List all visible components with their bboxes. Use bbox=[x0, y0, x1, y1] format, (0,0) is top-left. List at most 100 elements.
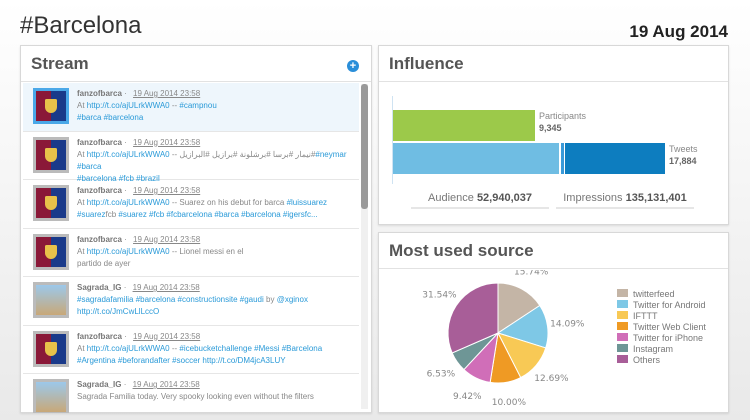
tweet-item[interactable]: fanzofbarca · 19 Aug 2014 23:58 At http:/… bbox=[23, 132, 359, 183]
tweet-link[interactable]: #barcelona #fcb #brazil bbox=[77, 173, 160, 183]
legend-item[interactable]: Others bbox=[617, 355, 706, 366]
legend-swatch bbox=[617, 289, 628, 297]
tweet-text: At http://t.co/ajULrkWWA0 -- نيمار #برسا… bbox=[77, 149, 347, 183]
tweet-link[interactable]: http://t.co/ajULrkWWA0 bbox=[86, 149, 170, 159]
legend-label: Others bbox=[633, 355, 661, 365]
date-label: 19 Aug 2014 bbox=[629, 22, 728, 41]
pie-data-label: 15.74% bbox=[514, 270, 549, 277]
impressions-label: Impressions bbox=[563, 192, 623, 204]
tweet-time[interactable]: 19 Aug 2014 23:58 bbox=[133, 89, 201, 98]
tweet-list: fanzofbarca · 19 Aug 2014 23:58 At http:/… bbox=[23, 83, 359, 413]
tweet-user[interactable]: Sagrada_IG bbox=[77, 380, 122, 389]
tweet-link[interactable]: http://t.co/JmCwLlLccO bbox=[77, 307, 160, 316]
tweet-time[interactable]: 19 Aug 2014 23:58 bbox=[133, 137, 201, 147]
influence-title: Influence bbox=[379, 46, 728, 82]
tweet-time[interactable]: 19 Aug 2014 23:58 bbox=[132, 380, 200, 389]
legend-label: Instagram bbox=[633, 344, 674, 354]
pie-data-label: 12.69% bbox=[534, 374, 569, 384]
legend-swatch bbox=[617, 355, 628, 363]
tweet-item[interactable]: Sagrada_IG · 19 Aug 2014 23:58 #sagradafa… bbox=[23, 277, 359, 326]
tweet-text: At http://t.co/ajULrkWWA0 -- #icebucketc… bbox=[77, 343, 323, 365]
tweet-link[interactable]: http://t.co/ajULrkWWA0 bbox=[86, 343, 170, 353]
tweet-user[interactable]: fanzofbarca bbox=[77, 186, 122, 195]
tweet-link[interactable]: #luissuarez bbox=[286, 198, 328, 207]
legend-swatch bbox=[617, 311, 628, 319]
pie-slice-twitterfeed[interactable] bbox=[497, 282, 541, 334]
avatar[interactable] bbox=[33, 88, 69, 124]
tweet-user[interactable]: Sagrada_IG bbox=[77, 283, 122, 292]
tweet-item[interactable]: Sagrada_IG · 19 Aug 2014 23:58 Sagrada Fa… bbox=[23, 374, 359, 413]
tweet-link[interactable]: #barca #barcelona bbox=[77, 113, 144, 122]
legend-swatch bbox=[617, 300, 628, 308]
legend-swatch bbox=[617, 344, 628, 352]
legend-item[interactable]: Twitter for iPhone bbox=[617, 333, 706, 344]
scrollbar[interactable] bbox=[361, 84, 368, 409]
avatar[interactable] bbox=[33, 330, 69, 367]
tweet-link[interactable]: http://t.co/ajULrkWWA0 bbox=[86, 198, 170, 207]
tweet-link[interactable]: #suarez #fcb #fcbarcelona #barca #barcel… bbox=[118, 210, 318, 219]
pie-data-label: 6.53% bbox=[427, 369, 456, 379]
legend-label: twitterfeed bbox=[633, 289, 675, 299]
tweet-user[interactable]: fanzofbarca bbox=[77, 331, 122, 341]
stream-panel: Stream + fanzofbarca · 19 Aug 2014 23:58… bbox=[20, 45, 372, 413]
tweet-link[interactable]: #icebucketchallenge #Messi #Barcelona bbox=[179, 343, 323, 353]
pie-data-label: 14.09% bbox=[550, 319, 585, 329]
avatar[interactable] bbox=[33, 379, 69, 413]
pie-data-label: 9.42% bbox=[453, 392, 482, 402]
tweet-text: Sagrada Familia today. Very spooky looki… bbox=[77, 392, 314, 401]
tweet-time[interactable]: 19 Aug 2014 23:58 bbox=[132, 283, 200, 292]
retweets-bar bbox=[565, 143, 665, 174]
legend-label: Twitter for Android bbox=[633, 300, 706, 310]
legend-swatch bbox=[617, 333, 628, 341]
avatar[interactable] bbox=[33, 233, 69, 270]
legend-label: Twitter Web Client bbox=[633, 322, 706, 332]
pie-slice-others[interactable] bbox=[447, 282, 499, 354]
tweet-user[interactable]: fanzofbarca bbox=[77, 234, 122, 244]
tweet-link[interactable]: #sagradafamilia #barcelona #construction… bbox=[77, 295, 264, 304]
tweet-item[interactable]: fanzofbarca · 19 Aug 2014 23:58 At http:/… bbox=[23, 180, 359, 229]
tweet-item[interactable]: fanzofbarca · 19 Aug 2014 23:58 At http:/… bbox=[23, 229, 359, 277]
pie-data-label: 10.00% bbox=[492, 398, 527, 408]
source-panel: Most used source 15.74% 14.09% 12.69% 10.00… bbox=[378, 232, 729, 413]
scrollbar-thumb[interactable] bbox=[361, 84, 368, 209]
add-stream-button[interactable]: + bbox=[347, 60, 359, 72]
tweet-link[interactable]: #campnou bbox=[179, 101, 217, 110]
legend-item[interactable]: Instagram bbox=[617, 344, 706, 355]
tweet-text: At http://t.co/ajULrkWWA0 -- Suarez on h… bbox=[77, 198, 328, 219]
source-title: Most used source bbox=[379, 233, 728, 269]
legend-label: IFTTT bbox=[633, 311, 658, 321]
tweet-link[interactable]: #suarez bbox=[77, 210, 106, 219]
avatar[interactable] bbox=[33, 282, 69, 318]
tweet-text: #sagradafamilia #barcelona #construction… bbox=[77, 295, 308, 316]
participants-value: 9,345 bbox=[539, 123, 562, 133]
legend-item[interactable]: Twitter Web Client bbox=[617, 322, 706, 333]
audience-value: 52,940,037 bbox=[476, 192, 532, 204]
tweet-link[interactable]: #neymar #barca bbox=[77, 149, 347, 171]
tweet-link[interactable]: http://t.co/ajULrkWWA0 bbox=[86, 246, 170, 256]
tweet-item[interactable]: fanzofbarca · 19 Aug 2014 23:58 At http:/… bbox=[23, 326, 359, 374]
legend-label: Twitter for iPhone bbox=[633, 333, 704, 343]
impressions-value: 135,131,401 bbox=[625, 192, 687, 204]
tweet-link[interactable]: #Argentina #beforandafter #soccer http:/… bbox=[77, 355, 286, 365]
tweet-item[interactable]: fanzofbarca · 19 Aug 2014 23:58 At http:/… bbox=[23, 83, 359, 132]
stream-title: Stream bbox=[21, 46, 371, 82]
tweet-user[interactable]: fanzofbarca bbox=[77, 89, 122, 98]
page-title: #Barcelona bbox=[20, 12, 142, 39]
tweet-user[interactable]: fanzofbarca bbox=[77, 137, 122, 147]
avatar[interactable] bbox=[33, 185, 69, 221]
tweets-value: 17,884 bbox=[669, 156, 697, 166]
tweet-time[interactable]: 19 Aug 2014 23:58 bbox=[133, 186, 201, 195]
tweet-link[interactable]: @xginox bbox=[276, 295, 308, 304]
tweet-link[interactable]: http://t.co/ajULrkWWA0 bbox=[86, 101, 170, 110]
legend-item[interactable]: twitterfeed bbox=[617, 289, 706, 300]
tweet-text: At http://t.co/ajULrkWWA0 -- Lionel mess… bbox=[77, 246, 244, 268]
source-pie-chart: 15.74% 14.09% 12.69% 10.00% 9.42% 6.53% 31.54% bbox=[422, 270, 585, 408]
avatar[interactable] bbox=[33, 136, 69, 173]
tweet-time[interactable]: 19 Aug 2014 23:58 bbox=[133, 234, 201, 244]
pie-legend: twitterfeed Twitter for Android IFTTT Twitt… bbox=[617, 289, 706, 366]
legend-item[interactable]: IFTTT bbox=[617, 311, 706, 322]
tweet-time[interactable]: 19 Aug 2014 23:58 bbox=[133, 331, 201, 341]
pie-data-label: 31.54% bbox=[422, 291, 457, 301]
legend-item[interactable]: Twitter for Android bbox=[617, 300, 706, 311]
participants-bar bbox=[393, 110, 535, 141]
